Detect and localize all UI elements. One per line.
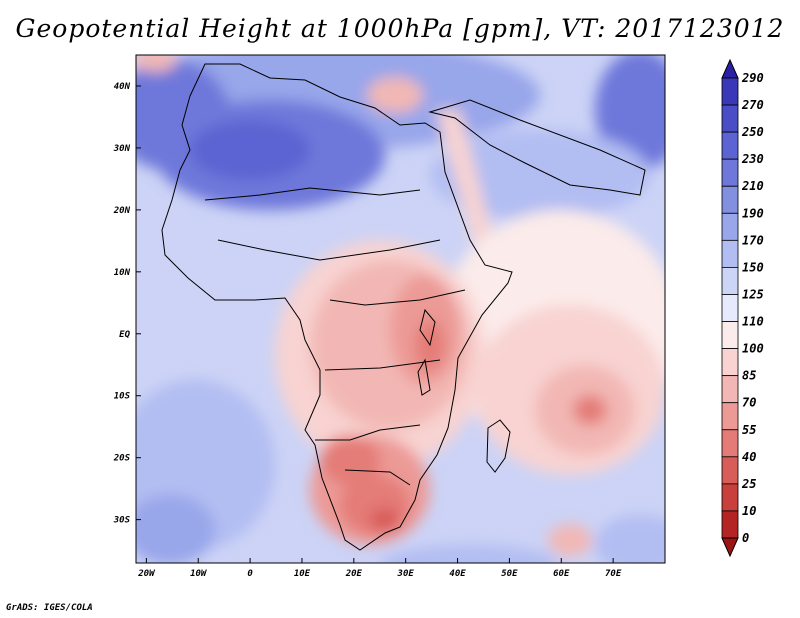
colorbar-segment bbox=[721, 402, 739, 431]
colorbar-label: 110 bbox=[742, 315, 764, 329]
colorbar-label: 250 bbox=[741, 125, 764, 139]
colorbar-top-arrow bbox=[721, 58, 739, 79]
coastlines bbox=[161, 63, 646, 551]
lon-tick-label: 20W bbox=[137, 569, 156, 579]
colorbar-label: 100 bbox=[742, 342, 764, 356]
lon-tick-label: 60E bbox=[553, 569, 570, 579]
colorbar-segment bbox=[721, 375, 739, 404]
colorbar-segment bbox=[721, 77, 739, 106]
colorbar-label: 10 bbox=[742, 504, 756, 518]
height-field bbox=[136, 55, 665, 563]
colorbar-segment bbox=[721, 212, 739, 241]
colorbar-label: 190 bbox=[742, 206, 764, 220]
map-frame bbox=[135, 54, 666, 564]
colorbar-segment bbox=[721, 104, 739, 133]
colorbar-label: 55 bbox=[742, 423, 756, 437]
colorbar-segment bbox=[721, 294, 739, 322]
latitude-axis: 40N 30N 20N 10N EQ 10S 20S 30S bbox=[113, 82, 141, 526]
lon-tick-label: 40E bbox=[449, 569, 466, 579]
colorbar-segment bbox=[721, 239, 739, 268]
lat-tick-label: 40N bbox=[114, 82, 131, 92]
lon-tick-label: 70E bbox=[605, 569, 622, 579]
colorbar-segment bbox=[721, 321, 739, 349]
colorbar-label: 210 bbox=[741, 179, 764, 193]
colorbar-label: 125 bbox=[742, 287, 764, 301]
colorbar-label: 170 bbox=[742, 233, 764, 247]
colorbar: 2902702502302101901701501251101008570554… bbox=[721, 58, 764, 558]
lon-tick-label: 10E bbox=[294, 569, 311, 579]
longitude-axis: 20W 10W 0 10E 20E 30E 40E 50E 60E 70E bbox=[137, 558, 622, 579]
colorbar-segment bbox=[721, 510, 739, 539]
colorbar-label: 230 bbox=[741, 152, 764, 166]
colorbar-segment bbox=[721, 267, 739, 295]
colorbar-label: 150 bbox=[742, 260, 764, 274]
lon-tick-label: 10W bbox=[190, 569, 208, 579]
colorbar-segment bbox=[721, 429, 739, 458]
colorbar-segment bbox=[721, 185, 739, 214]
lon-tick-label: 0 bbox=[247, 569, 253, 579]
colorbar-label: 70 bbox=[742, 396, 756, 410]
credit-label: GrADS: IGES/COLA bbox=[6, 603, 93, 613]
colorbar-label: 290 bbox=[741, 71, 764, 85]
colorbar-label: 40 bbox=[742, 450, 756, 464]
colorbar-segment bbox=[721, 456, 739, 485]
lat-tick-label: 20S bbox=[113, 454, 131, 464]
colorbar-label: 270 bbox=[741, 98, 764, 112]
lat-tick-label: 30N bbox=[113, 144, 131, 154]
colorbar-bottom-arrow bbox=[721, 537, 739, 558]
colorbar-segment bbox=[721, 348, 739, 377]
colorbar-segment bbox=[721, 158, 739, 187]
colorbar-segment bbox=[721, 131, 739, 160]
lon-tick-label: 20E bbox=[345, 569, 363, 579]
colorbar-segment bbox=[721, 483, 739, 512]
map-title: Geopotential Height at 1000hPa [gpm], VT… bbox=[15, 14, 785, 43]
colorbar-label: 25 bbox=[741, 477, 756, 491]
lat-tick-label: 20N bbox=[113, 206, 131, 216]
lat-tick-label: 10S bbox=[114, 392, 131, 402]
colorbar-label: 85 bbox=[742, 369, 756, 383]
lon-tick-label: 50E bbox=[501, 569, 518, 579]
lat-tick-label: 30S bbox=[113, 516, 131, 526]
lon-tick-label: 30E bbox=[397, 569, 415, 579]
colorbar-label: 0 bbox=[742, 531, 749, 545]
lat-tick-label: 10N bbox=[114, 268, 131, 278]
lat-tick-label: EQ bbox=[119, 330, 130, 340]
